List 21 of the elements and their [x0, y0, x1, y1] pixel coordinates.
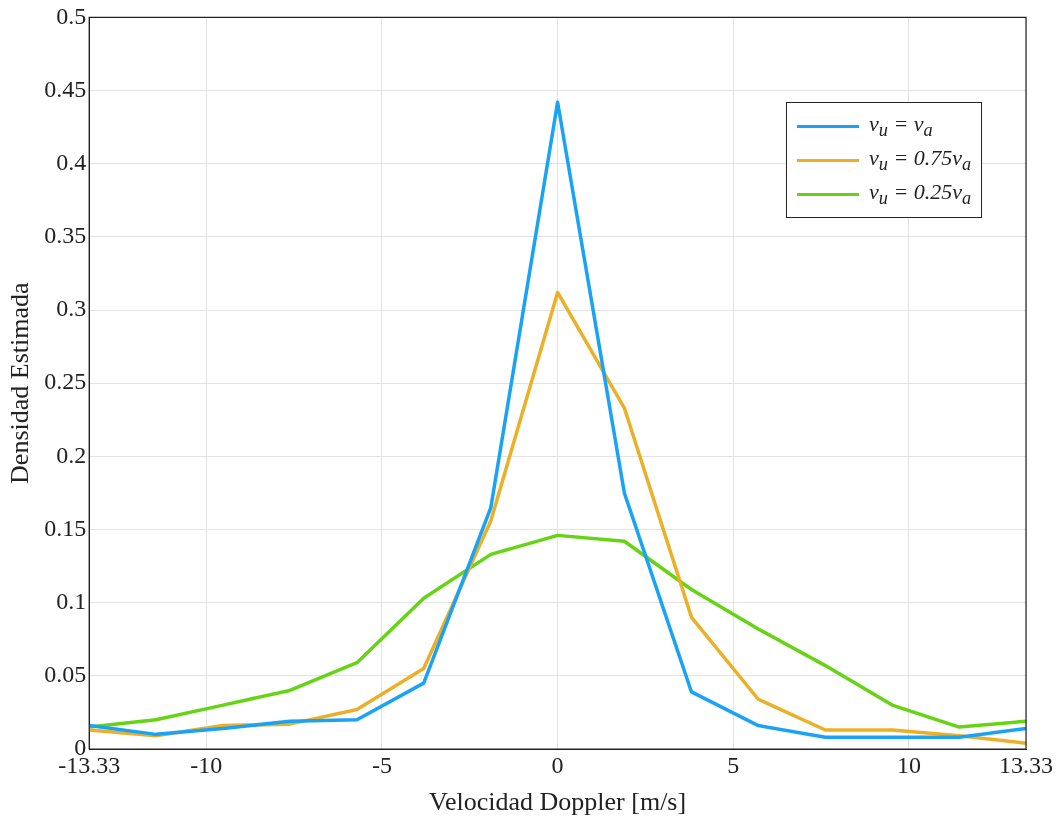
- x-tick-label: 0: [551, 751, 564, 778]
- y-tick-label: 0.25: [44, 368, 87, 395]
- y-tick-label: 0.05: [44, 661, 87, 688]
- x-tick-label: 13.33: [999, 751, 1053, 778]
- legend-label: v$_{u}$ = 0.75v$_{a}$: [869, 145, 972, 176]
- legend-label: v$_{u}$ = 0.25v$_{a}$: [869, 179, 972, 210]
- y-tick-label: 0.35: [44, 222, 87, 249]
- y-axis-title: Densidad Estimada: [5, 282, 35, 484]
- x-axis-title: Velocidad Doppler [m/s]: [429, 787, 687, 817]
- x-tick-label: 10: [896, 751, 921, 778]
- y-tick-label: 0.45: [44, 75, 87, 102]
- y-tick-label: 0.1: [56, 587, 87, 614]
- x-tick-label: -10: [190, 751, 223, 778]
- y-tick-label: 0.5: [56, 2, 87, 29]
- y-tick-label: 0.15: [44, 514, 87, 541]
- y-tick-label: 0.4: [56, 149, 87, 176]
- y-tick-label: 0.2: [56, 441, 87, 468]
- x-tick-label: -5: [371, 751, 392, 778]
- y-tick-label: 0.3: [56, 295, 87, 322]
- legend-label: v$_{u}$ = v$_{a}$: [869, 111, 933, 142]
- x-tick-label: 5: [727, 751, 740, 778]
